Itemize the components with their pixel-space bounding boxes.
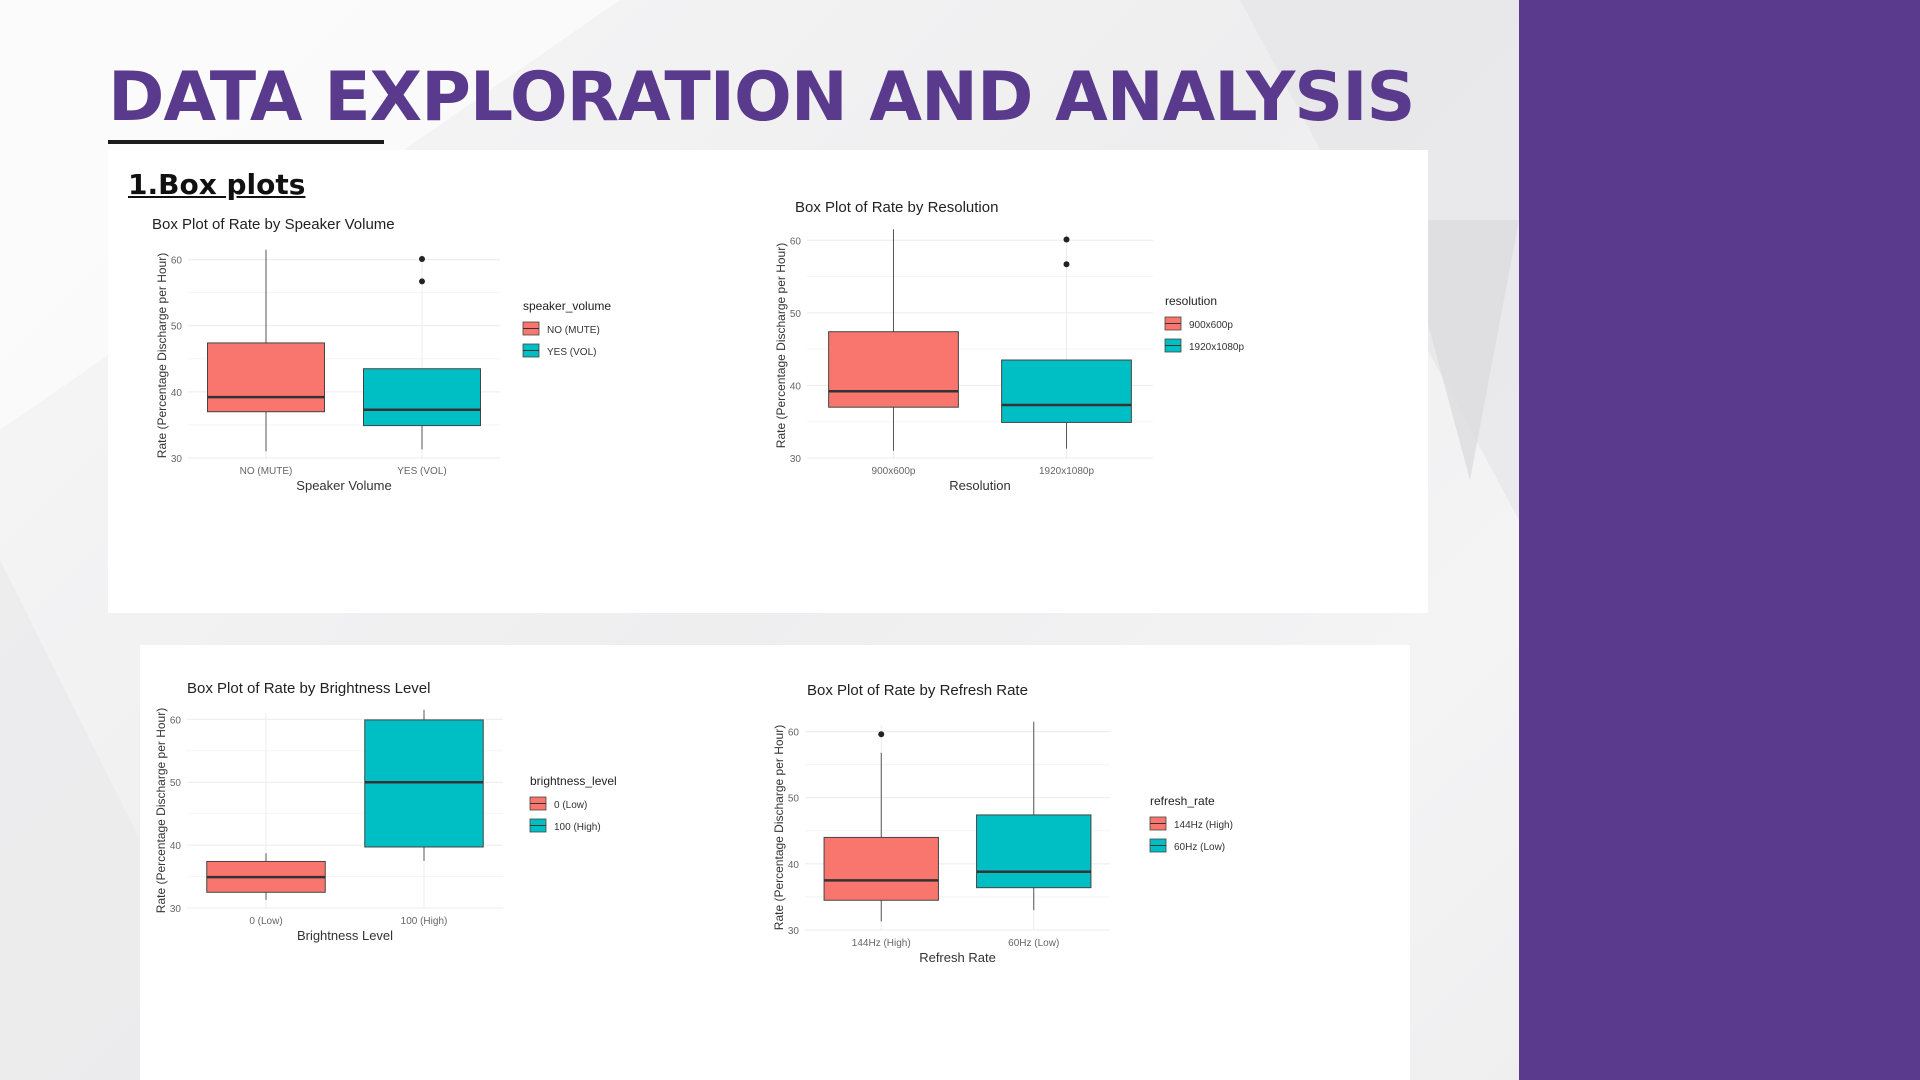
box-plot-brightness-level: Box Plot of Rate by Brightness Level 30 40… xyxy=(145,665,750,1050)
x-tick-label: 1920x1080p xyxy=(1039,466,1094,477)
bottom-plots-card xyxy=(140,645,1410,1080)
x-axis-label: Resolution xyxy=(949,478,1010,493)
x-tick-label: 100 (High) xyxy=(401,916,448,927)
legend-title: speaker_volume xyxy=(523,299,611,313)
outlier-point xyxy=(1063,261,1070,268)
x-tick-label: 0 (Low) xyxy=(249,916,282,927)
purple-side-panel xyxy=(1519,0,1920,1080)
legend-label: 0 (Low) xyxy=(554,800,587,811)
y-tick-label: 30 xyxy=(171,454,183,465)
legend-label: NO (MUTE) xyxy=(547,325,600,336)
x-tick-label: 60Hz (Low) xyxy=(1008,938,1059,949)
x-tick-label: 900x600p xyxy=(872,466,916,477)
box-plot-refresh-rate: Box Plot of Rate by Refresh Rate 30 40 50 60… xyxy=(765,675,1380,1050)
outlier-point xyxy=(419,278,425,285)
legend-title: brightness_level xyxy=(530,774,617,788)
chart-title: Box Plot of Rate by Resolution xyxy=(795,199,998,216)
y-tick-label: 40 xyxy=(790,381,802,392)
legend-label: 60Hz (Low) xyxy=(1174,842,1225,853)
box-1 xyxy=(1001,359,1132,423)
y-tick-label: 50 xyxy=(788,794,800,805)
chart-title: Box Plot of Rate by Brightness Level xyxy=(187,680,430,697)
x-tick-label: 144Hz (High) xyxy=(852,938,911,949)
legend-label: 100 (High) xyxy=(554,822,601,833)
page-title: DATA EXPLORATION AND ANALYSIS xyxy=(108,58,1415,137)
box-1 xyxy=(976,814,1092,889)
y-tick-label: 60 xyxy=(171,256,183,267)
y-tick-label: 40 xyxy=(170,841,182,852)
y-axis-label: Rate (Percentage Discharge per Hour) xyxy=(154,708,168,913)
legend-label: 1920x1080p xyxy=(1189,342,1244,353)
y-tick-label: 60 xyxy=(170,715,182,726)
box-0 xyxy=(828,331,959,408)
y-axis-label: Rate (Percentage Discharge per Hour) xyxy=(772,725,786,930)
y-tick-label: 40 xyxy=(788,860,800,871)
y-tick-label: 60 xyxy=(790,236,802,247)
legend-title: refresh_rate xyxy=(1150,794,1215,808)
box-plot-resolution: Box Plot of Rate by Resolution 30 40 50 60 90… xyxy=(755,195,1395,607)
top-plots-card xyxy=(108,150,1428,613)
box-1 xyxy=(364,719,484,848)
box-plot-speaker-volume: Box Plot of Rate by Speaker Volume 30 40 50… xyxy=(140,215,750,607)
chart-title: Box Plot of Rate by Refresh Rate xyxy=(807,682,1028,699)
outlier-point xyxy=(419,255,425,262)
y-tick-label: 30 xyxy=(790,454,802,465)
y-tick-label: 50 xyxy=(170,778,182,789)
y-tick-label: 50 xyxy=(171,322,183,333)
outlier-point xyxy=(1063,236,1070,243)
x-axis-label: Brightness Level xyxy=(297,928,393,943)
y-tick-label: 30 xyxy=(788,926,800,937)
outlier-point xyxy=(878,731,885,738)
legend-label: YES (VOL) xyxy=(547,347,596,358)
x-axis-label: Refresh Rate xyxy=(919,950,996,965)
legend-label: 144Hz (High) xyxy=(1174,820,1233,831)
title-underline xyxy=(108,140,384,144)
x-tick-label: NO (MUTE) xyxy=(240,466,293,477)
box-0 xyxy=(823,836,939,901)
y-tick-label: 30 xyxy=(170,904,182,915)
section-title: 1.Box plots xyxy=(128,168,306,201)
chart-title: Box Plot of Rate by Speaker Volume xyxy=(152,216,395,233)
y-tick-label: 40 xyxy=(171,388,183,399)
y-tick-label: 50 xyxy=(790,309,802,320)
y-axis-label: Rate (Percentage Discharge per Hour) xyxy=(155,253,169,458)
x-tick-label: YES (VOL) xyxy=(397,466,446,477)
x-axis-label: Speaker Volume xyxy=(296,478,391,493)
legend-title: resolution xyxy=(1165,294,1217,308)
y-axis-label: Rate (Percentage Discharge per Hour) xyxy=(774,243,788,448)
y-tick-label: 60 xyxy=(788,728,800,739)
box-0 xyxy=(207,342,325,413)
box-1 xyxy=(363,368,481,427)
legend-label: 900x600p xyxy=(1189,320,1233,331)
